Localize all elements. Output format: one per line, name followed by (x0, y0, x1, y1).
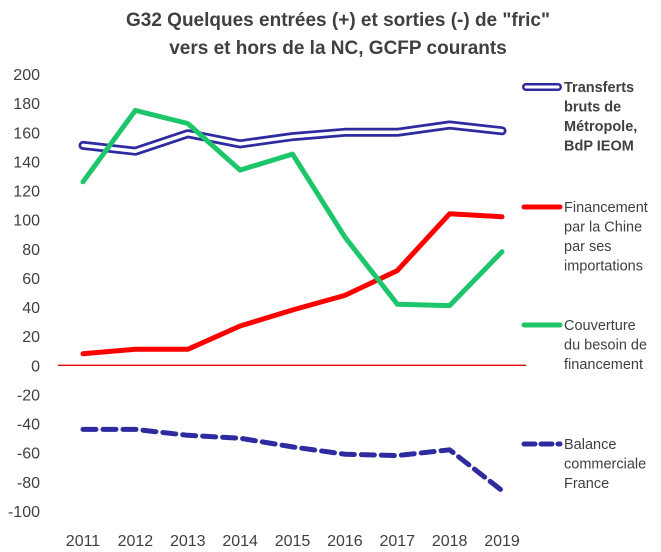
legend-label: bruts de (564, 100, 621, 116)
x-tick-label: 2019 (484, 533, 520, 550)
legend-label: par la Chine (564, 220, 642, 236)
chart-title-line-1: G32 Quelques entrées (+) et sorties (-) … (126, 10, 550, 31)
y-axis-tick-labels: -100 -80 -60 -40 -20 0 20 40 60 80 100 120 140 160 180… (8, 67, 40, 521)
legend-entry-2: Couverture du besoin de financement (521, 318, 647, 373)
y-tick-label: 20 (22, 329, 40, 346)
legend-label: Métropole, (564, 119, 637, 135)
legend-label: financement (564, 357, 643, 373)
legend: Transferts bruts de Métropole, BdP IEOM Fina… (521, 80, 648, 492)
legend-entry-1: Financement par la Chine par ses importatio… (521, 200, 648, 275)
legend-label: Financement (564, 200, 648, 216)
y-tick-label: 180 (13, 96, 40, 113)
x-tick-label: 2015 (275, 533, 311, 550)
y-tick-label: -100 (8, 504, 40, 521)
x-tick-label: 2017 (379, 533, 415, 550)
y-tick-label: 160 (13, 125, 40, 142)
y-tick-label: -20 (17, 387, 40, 404)
x-axis-tick-labels: 2011 2012 2013 2014 2015 2016 2017 2018 2019 (66, 533, 520, 550)
series-lines (78, 107, 507, 494)
legend-entry-3: Balance commerciale France (521, 437, 646, 492)
y-tick-label: 100 (13, 213, 40, 230)
y-tick-label: -60 (17, 446, 40, 463)
y-tick-label: 0 (31, 358, 40, 375)
x-tick-label: 2018 (432, 533, 468, 550)
series-2 (80, 107, 505, 309)
series-3 (80, 426, 505, 494)
legend-label: Couverture (564, 318, 636, 334)
y-tick-label: 40 (22, 300, 40, 317)
y-tick-label: 140 (13, 154, 40, 171)
legend-label: commerciale (564, 457, 646, 473)
legend-label: Transferts (564, 80, 634, 96)
y-tick-label: 60 (22, 271, 40, 288)
series-line (80, 211, 505, 357)
series-0 (78, 120, 507, 156)
y-tick-label: 200 (13, 67, 40, 84)
x-tick-label: 2016 (327, 533, 363, 550)
y-tick-label: 120 (13, 184, 40, 201)
series-line (80, 426, 505, 494)
legend-label: du besoin de (564, 338, 647, 354)
chart-title: G32 Quelques entrées (+) et sorties (-) … (126, 10, 550, 59)
series-line (80, 107, 505, 309)
x-tick-label: 2014 (222, 533, 258, 550)
x-tick-label: 2013 (170, 533, 206, 550)
legend-label: par ses (564, 239, 612, 255)
chart-title-line-2: vers et hors de la NC, GCFP courants (169, 38, 507, 59)
legend-label: Balance (564, 437, 616, 453)
legend-label: importations (564, 259, 643, 275)
y-tick-label: -80 (17, 475, 40, 492)
y-tick-label: -40 (17, 417, 40, 434)
legend-label: France (564, 476, 609, 492)
legend-entry-0: Transferts bruts de Métropole, BdP IEOM (522, 80, 637, 155)
x-tick-label: 2011 (66, 533, 101, 550)
series-1 (80, 211, 505, 357)
legend-label: BdP IEOM (564, 139, 634, 155)
y-tick-label: 80 (22, 242, 40, 259)
series-line-inner (81, 123, 504, 153)
x-tick-label: 2012 (118, 533, 154, 550)
